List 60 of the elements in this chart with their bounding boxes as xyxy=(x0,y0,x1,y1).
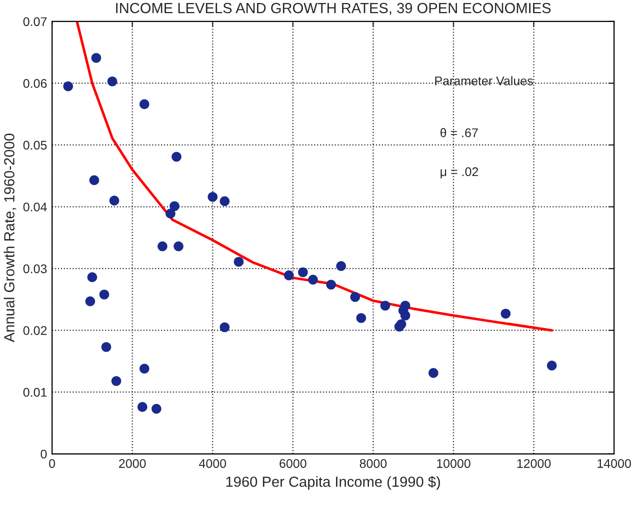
point xyxy=(308,274,318,285)
point xyxy=(174,241,184,252)
point xyxy=(356,313,366,323)
point xyxy=(400,300,410,311)
annotation: Parameter Values xyxy=(435,76,533,86)
chart-title: INCOME LEVELS AND GROWTH RATES, 39 OPEN ECONOMIES xyxy=(116,2,551,15)
point xyxy=(172,152,182,162)
y-tick-label: 0.05 xyxy=(23,140,47,150)
point xyxy=(326,280,336,290)
y-tick-label: 0.06 xyxy=(23,79,47,88)
point xyxy=(298,267,308,278)
point xyxy=(87,272,98,282)
point xyxy=(220,196,230,206)
point xyxy=(284,270,294,280)
point xyxy=(158,241,168,252)
x-tick-label: 2000 xyxy=(119,459,146,468)
point xyxy=(208,192,218,202)
x-tick-label: 6000 xyxy=(280,459,306,468)
point xyxy=(137,402,148,412)
point xyxy=(500,308,511,319)
point xyxy=(107,76,118,86)
point xyxy=(350,292,360,302)
point xyxy=(400,310,410,320)
line-series xyxy=(76,21,554,332)
point xyxy=(109,196,120,206)
point xyxy=(91,52,102,63)
x-tick-label: 12000 xyxy=(517,459,551,468)
point xyxy=(89,175,100,186)
x-tick-label: 14000 xyxy=(598,459,631,468)
x-tick-label: 4000 xyxy=(199,459,226,468)
x-tick-label: 8000 xyxy=(360,459,387,468)
point xyxy=(380,300,390,311)
annotation: μ = .02 xyxy=(440,167,478,178)
y-axis-title: Annual Growth Rate, 1960-2000 xyxy=(4,134,16,342)
point xyxy=(166,208,176,218)
y-tick-label: 0.04 xyxy=(23,202,47,212)
point xyxy=(99,290,110,300)
point xyxy=(152,404,162,414)
point xyxy=(336,261,346,271)
x-axis-title: 1960 Per Capita Income (1990 $) xyxy=(226,476,440,490)
x-tick-label: 10000 xyxy=(437,459,470,468)
y-tick-label: 0.03 xyxy=(23,264,47,274)
point xyxy=(546,360,557,370)
point xyxy=(234,256,244,267)
point xyxy=(428,368,438,378)
point xyxy=(139,99,150,110)
point xyxy=(101,342,112,352)
y-tick-label: 0.01 xyxy=(23,388,47,397)
y-tick-label: 0 xyxy=(40,450,47,459)
point xyxy=(139,364,150,374)
y-tick-label: 0.07 xyxy=(23,17,47,26)
point xyxy=(85,296,96,306)
point xyxy=(170,201,180,212)
annotation: θ = .67 xyxy=(440,128,478,138)
y-tick-label: 0.02 xyxy=(23,326,47,335)
x-tick-label: 0 xyxy=(49,459,56,468)
point xyxy=(111,376,122,386)
point xyxy=(394,322,404,332)
point xyxy=(63,81,74,92)
point xyxy=(220,322,230,332)
